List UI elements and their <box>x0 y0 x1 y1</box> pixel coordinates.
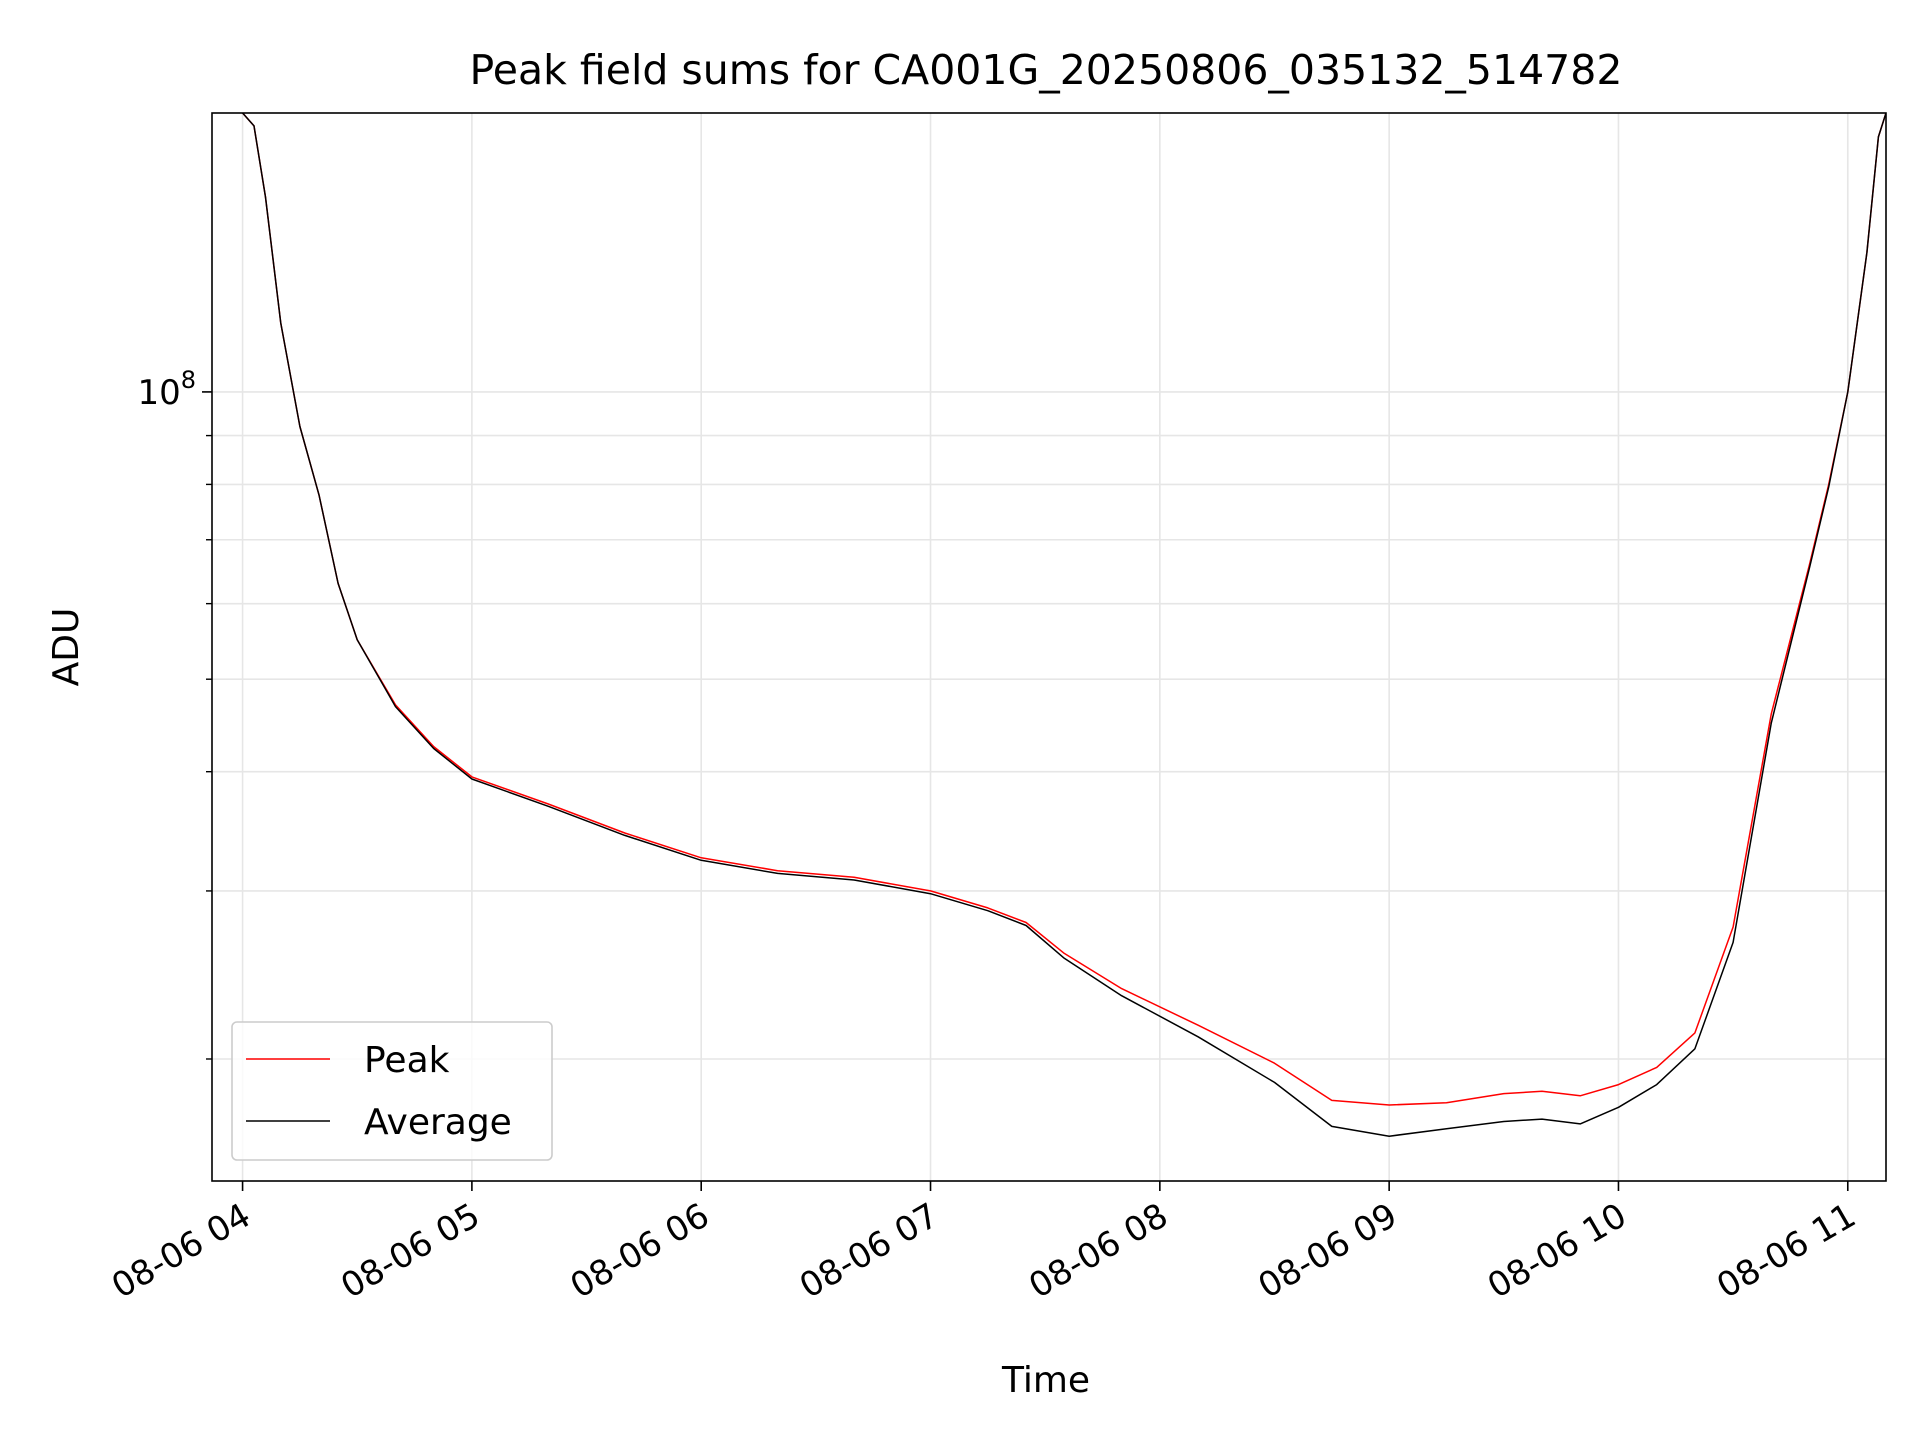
y-tick-label-base: 10 <box>137 373 180 413</box>
y-axis: 108 <box>137 366 212 1060</box>
legend: Peak Average <box>231 1021 553 1161</box>
y-tick-label: 108 <box>137 366 196 413</box>
legend-box <box>231 1021 553 1161</box>
y-axis-label: ADU <box>46 608 87 687</box>
legend-label-peak: Peak <box>364 1040 450 1081</box>
legend-label-average: Average <box>364 1102 512 1143</box>
chart-title: Peak field sums for CA001G_20250806_0351… <box>470 46 1623 94</box>
grid <box>212 113 1886 1181</box>
x-axis-label: Time <box>1001 1360 1090 1401</box>
y-tick-label-exponent: 8 <box>181 366 196 394</box>
plot-area-frame <box>211 112 1887 1182</box>
series-lines <box>242 113 1886 1137</box>
series-line-average <box>242 113 1886 1137</box>
